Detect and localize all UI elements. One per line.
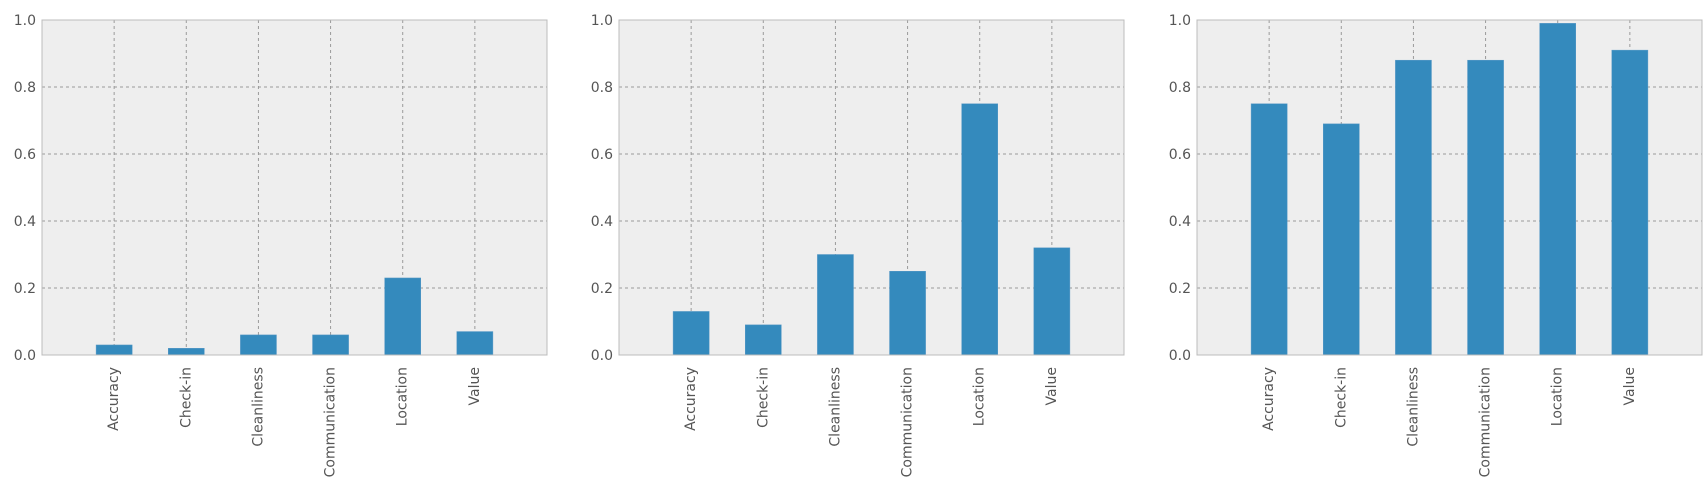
x-tick-label: Cleanliness xyxy=(250,367,266,447)
chart-panel-1: 0.0 0.2 0.4 0.6 0.8 1.0 Accuracy Check-in Cleanl… xyxy=(14,13,548,477)
y-tick-label: 0.4 xyxy=(591,214,613,230)
bar-accuracy xyxy=(1250,103,1288,356)
y-tick-label: 0.2 xyxy=(14,281,36,297)
y-tick-label: 1.0 xyxy=(14,13,36,29)
x-tick-label: Check-in xyxy=(755,367,771,428)
x-tick-label: Check-in xyxy=(178,367,194,428)
x-tick-label: Value xyxy=(1044,367,1060,405)
x-tick-label: Communication xyxy=(323,367,339,477)
bar-accuracy xyxy=(672,311,710,356)
x-tick-label: Accuracy xyxy=(683,367,699,431)
plot-frame xyxy=(1196,19,1703,356)
x-tick-label: Location xyxy=(395,367,411,426)
bar-check-in xyxy=(745,324,782,356)
bar-cleanliness xyxy=(1395,59,1432,356)
bar-location xyxy=(1539,23,1577,356)
x-tick-label: Communication xyxy=(900,367,916,477)
y-tick-label: 0.4 xyxy=(1169,214,1191,230)
x-tick-label: Check-in xyxy=(1333,367,1349,428)
y-tick-label: 0.6 xyxy=(591,147,613,163)
x-tick-label: Cleanliness xyxy=(827,367,843,447)
y-tick-label: 0.0 xyxy=(1169,348,1191,364)
x-tick-label: Accuracy xyxy=(1261,367,1277,431)
y-tick-label: 0.6 xyxy=(14,147,36,163)
bar-value xyxy=(1611,49,1649,356)
bar-location xyxy=(384,277,421,356)
y-tick-label: 0.2 xyxy=(1169,281,1191,297)
y-tick-label: 0.8 xyxy=(591,80,613,96)
x-tick-label: Value xyxy=(467,367,483,405)
y-tick-label: 0.6 xyxy=(1169,147,1191,163)
x-tick-label: Location xyxy=(972,367,988,426)
bar-check-in xyxy=(168,348,205,356)
bar-check-in xyxy=(1323,123,1360,356)
bar-value xyxy=(456,331,494,356)
chart-panel-2: 0.0 0.2 0.4 0.6 0.8 1.0 Accuracy Check-in Cleanl… xyxy=(591,13,1125,477)
x-tick-label: Value xyxy=(1622,367,1638,405)
bar-location xyxy=(961,103,999,356)
bar-value xyxy=(1033,247,1071,356)
y-tick-label: 0.0 xyxy=(591,348,613,364)
bar-cleanliness xyxy=(817,254,854,356)
bar-accuracy xyxy=(95,344,133,356)
x-tick-label: Accuracy xyxy=(106,367,122,431)
x-tick-label: Location xyxy=(1550,367,1566,426)
y-tick-label: 1.0 xyxy=(1169,13,1191,29)
x-tick-label: Communication xyxy=(1478,367,1494,477)
y-tick-label: 0.8 xyxy=(14,80,36,96)
plot-background xyxy=(42,20,547,355)
y-tick-label: 0.8 xyxy=(1169,80,1191,96)
bar-communication xyxy=(312,334,349,356)
x-tick-label: Cleanliness xyxy=(1405,367,1421,447)
y-tick-label: 1.0 xyxy=(591,13,613,29)
bar-communication xyxy=(1467,59,1504,356)
bar-communication xyxy=(889,271,926,356)
plot-frame xyxy=(41,19,548,356)
y-tick-label: 0.4 xyxy=(14,214,36,230)
bar-cleanliness xyxy=(240,334,277,356)
plot-frame xyxy=(618,19,1125,356)
chart-panel-3: 0.0 0.2 0.4 0.6 0.8 1.0 Accuracy Check-in Cleanl… xyxy=(1169,13,1703,477)
y-tick-label: 0.2 xyxy=(591,281,613,297)
y-tick-label: 0.0 xyxy=(14,348,36,364)
